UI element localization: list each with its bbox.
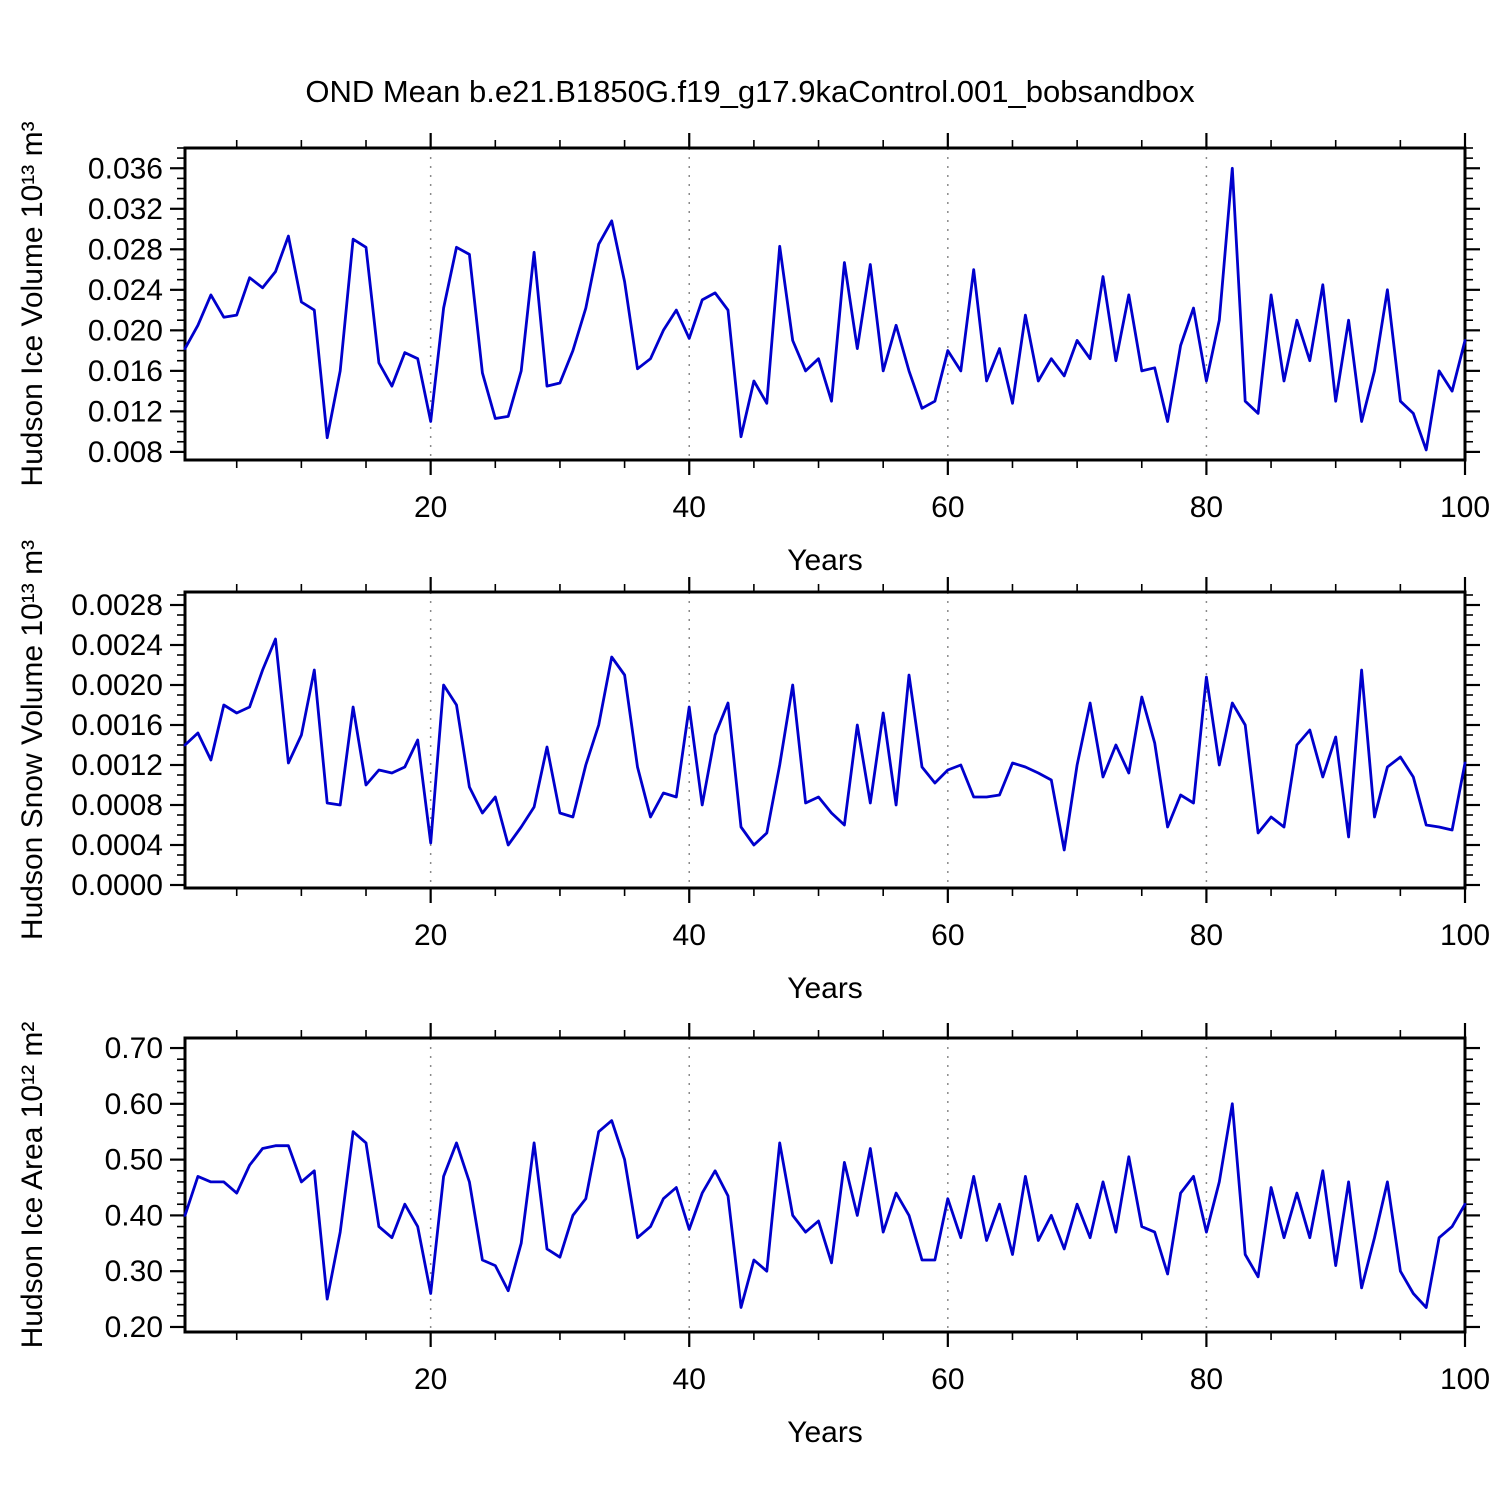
- y-tick-label: 0.032: [88, 193, 163, 226]
- x-tick-label: 100: [1440, 1363, 1490, 1396]
- x-tick-label: 40: [673, 491, 706, 524]
- y-tick-label: 0.0004: [71, 829, 163, 862]
- y-tick-label: 0.0008: [71, 789, 163, 822]
- y-tick-label: 0.30: [105, 1255, 163, 1288]
- y-tick-label: 0.024: [88, 274, 163, 307]
- y-tick-label: 0.0028: [71, 589, 163, 622]
- x-axis-label-panel-2: Years: [787, 972, 863, 1005]
- axis-box: [183, 146, 1467, 462]
- axis-box: [183, 1036, 1467, 1334]
- x-tick-label: 60: [931, 919, 964, 952]
- panel-0: 0.008 0.012 0.016 0.020 0.024 0.028 0.032 0.036…: [88, 133, 1490, 524]
- x-tick-label: 80: [1190, 1363, 1223, 1396]
- y-tick-label: 0.0000: [71, 869, 163, 902]
- chart-title: OND Mean b.e21.B1850G.f19_g17.9kaControl…: [305, 74, 1195, 109]
- x-tick-label: 60: [931, 491, 964, 524]
- x-tick-label: 80: [1190, 919, 1223, 952]
- axis-box: [183, 590, 1467, 890]
- y-tick-label: 0.016: [88, 355, 163, 388]
- x-tick-label: 100: [1440, 919, 1490, 952]
- y-tick-label: 0.036: [88, 152, 163, 185]
- x-tick-label: 40: [673, 1363, 706, 1396]
- x-tick-label: 40: [673, 919, 706, 952]
- series-line: [183, 166, 1467, 452]
- y-tick-label: 0.0020: [71, 669, 163, 702]
- x-tick-label: 20: [414, 1363, 447, 1396]
- series-line: [183, 637, 1467, 852]
- y-tick-label: 0.020: [88, 314, 163, 347]
- x-tick-label: 100: [1440, 491, 1490, 524]
- x-tick-label: 60: [931, 1363, 964, 1396]
- y-tick-label: 0.60: [105, 1088, 163, 1121]
- y-axis-label-ice-volume: Hudson Ice Volume 10¹³ m³: [16, 121, 49, 486]
- y-tick-label: 0.008: [88, 436, 163, 469]
- y-tick-label: 0.028: [88, 233, 163, 266]
- x-tick-label: 80: [1190, 491, 1223, 524]
- y-tick-label: 0.40: [105, 1199, 163, 1232]
- y-tick-label: 0.0012: [71, 749, 163, 782]
- panel-1: 0.0000 0.0004 0.0008 0.0012 0.0016 0.0020 0.00…: [71, 577, 1490, 952]
- y-tick-label: 0.0016: [71, 709, 163, 742]
- y-tick-label: 0.70: [105, 1032, 163, 1065]
- y-tick-label: 0.50: [105, 1144, 163, 1177]
- x-axis-label-panel-3: Years: [787, 1416, 863, 1449]
- y-axis-label-snow-volume: Hudson Snow Volume 10¹³ m³: [16, 540, 49, 940]
- y-tick-label: 0.0024: [71, 629, 163, 662]
- y-axis-label-ice-area: Hudson Ice Area 10¹² m²: [16, 1022, 49, 1349]
- series-line: [183, 1102, 1467, 1309]
- y-tick-label: 0.012: [88, 395, 163, 428]
- x-tick-label: 20: [414, 919, 447, 952]
- x-tick-label: 20: [414, 491, 447, 524]
- panel-2: 0.20 0.30 0.40 0.50 0.60 0.70 20 40 60 80 100: [105, 1023, 1490, 1396]
- x-axis-label-panel-1: Years: [787, 544, 863, 577]
- y-tick-label: 0.20: [105, 1311, 163, 1344]
